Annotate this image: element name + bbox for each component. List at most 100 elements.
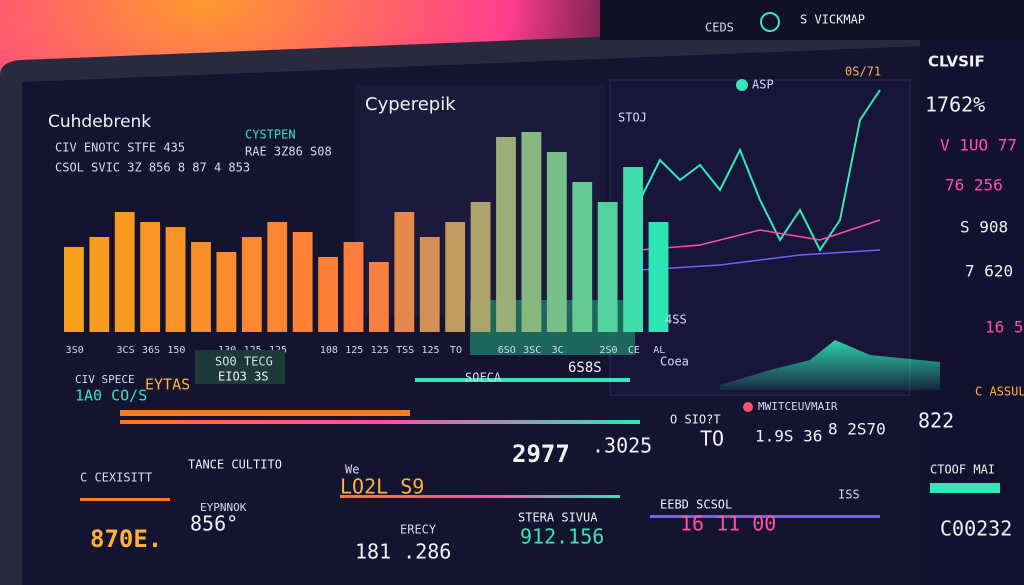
bar <box>343 242 364 332</box>
bar <box>318 257 338 332</box>
column-value: C ASSUL <box>975 385 1024 399</box>
bar <box>64 247 84 332</box>
bar <box>470 202 491 332</box>
tag: EYTAS <box>145 376 190 394</box>
column-value: 76 256 <box>945 176 1003 195</box>
right-panel <box>920 40 1024 585</box>
bar <box>267 222 288 332</box>
x-tick-label: AL <box>653 345 665 356</box>
metric-label: MWITCEUVMAIR <box>758 400 838 413</box>
column-value: 822 <box>918 409 954 433</box>
metric-label: O SIO?T <box>670 413 721 427</box>
x-tick-label: 36S <box>142 345 160 356</box>
x-tick-label: 3S0 <box>66 345 84 356</box>
progress-bar <box>120 420 640 424</box>
progress-bar <box>930 483 1000 493</box>
column-title: CLVSIF <box>928 53 985 71</box>
metric-value: TO <box>700 427 724 451</box>
divider <box>80 498 170 501</box>
line-series <box>639 219 881 251</box>
x-tick-label: 125 <box>422 345 440 356</box>
bar <box>572 182 593 332</box>
box-label: SO0 TECG <box>215 355 273 369</box>
x-tick-label: TO <box>450 345 462 356</box>
x-tick-label: 6SO <box>498 345 516 356</box>
bar <box>597 202 618 332</box>
icon <box>760 12 780 32</box>
panel-label: STERA SIVUA <box>518 511 598 525</box>
panel-label: We <box>345 463 359 477</box>
x-tick-label: 3CS <box>117 345 135 356</box>
panel-label: EEBD SCSOL <box>660 498 732 512</box>
caption: SOFCA <box>465 371 502 385</box>
area-series <box>720 340 940 390</box>
panel-row: CIV ENOTC STFE 435 <box>55 141 185 155</box>
metric-value: 1.9S 36 <box>755 427 822 446</box>
panel-row: CSOL SVIC 3Z 856 8 87 4 853 <box>55 161 250 175</box>
progress-bar <box>340 495 620 498</box>
top-bar <box>600 0 1024 40</box>
caption: CIV SPECE <box>75 373 135 386</box>
chart-title: STOJ <box>618 111 647 125</box>
line-series <box>639 89 881 252</box>
line-series <box>639 249 881 271</box>
legend-dot <box>736 79 748 91</box>
bar <box>114 212 135 332</box>
value: 1A0 CO/S <box>75 387 147 405</box>
axis-label: Coea <box>660 355 689 369</box>
progress-bar <box>650 515 880 518</box>
x-tick-label: TSS <box>396 345 414 356</box>
bar <box>165 227 186 332</box>
column-value: 1762% <box>925 93 985 117</box>
column-value: V 1UO 77 <box>940 136 1017 155</box>
box-value: EIO3 3S <box>218 370 269 384</box>
x-tick-label: 3C <box>552 345 564 356</box>
bar <box>241 237 262 332</box>
progress-bar <box>415 378 630 382</box>
x-tick-label: 125 <box>345 345 363 356</box>
panel-title: C CEXISITT <box>80 471 152 485</box>
panel-value: C00232 <box>940 517 1012 541</box>
bar <box>89 237 110 332</box>
bar <box>292 232 313 332</box>
value: 6S8S <box>568 360 602 376</box>
chart-title: Cyperepik <box>365 94 456 115</box>
panel-value: 856° <box>190 512 238 536</box>
panel-value: 912.156 <box>520 525 604 549</box>
big-value: 2977 <box>512 440 570 468</box>
bar <box>419 237 440 332</box>
x-tick-label: 125 <box>371 345 389 356</box>
panel-value: 16 11 00 <box>680 512 776 536</box>
bar <box>191 242 211 332</box>
panel-value: LO2L S9 <box>340 475 424 499</box>
top-label: CEDS <box>705 21 734 35</box>
bar <box>648 222 669 332</box>
panel-row: RAE 3Z86 S08 <box>245 145 332 159</box>
big-value: .3025 <box>592 434 652 458</box>
bar <box>445 222 466 332</box>
progress-bar <box>120 410 410 416</box>
top-label: S VICKMAP <box>800 13 865 27</box>
bar <box>140 222 161 332</box>
bar <box>216 252 237 332</box>
panel-value: 870E. <box>90 525 162 553</box>
panel-value: 181 .286 <box>355 540 451 564</box>
bar <box>546 152 567 332</box>
panel-title: Cuhdebrenk <box>48 112 151 132</box>
axis-label: 4SS <box>665 313 687 327</box>
x-tick-label: 108 <box>320 345 338 356</box>
panel-title: CTOOF MAI <box>930 463 995 477</box>
column-value: S 908 <box>960 218 1008 237</box>
panel-label: EYPNNOK <box>200 501 247 514</box>
value-label: 0S/71 <box>845 65 881 79</box>
panel-highlight: CYSTPEN <box>245 128 296 142</box>
bar <box>521 132 542 332</box>
legend-label: ASP <box>752 78 774 92</box>
x-tick-label: 150 <box>167 345 185 356</box>
panel-label: ISS <box>838 488 860 502</box>
bar <box>623 167 643 332</box>
info-box <box>195 350 285 384</box>
panel-title: TANCE CULTITO <box>188 458 282 472</box>
